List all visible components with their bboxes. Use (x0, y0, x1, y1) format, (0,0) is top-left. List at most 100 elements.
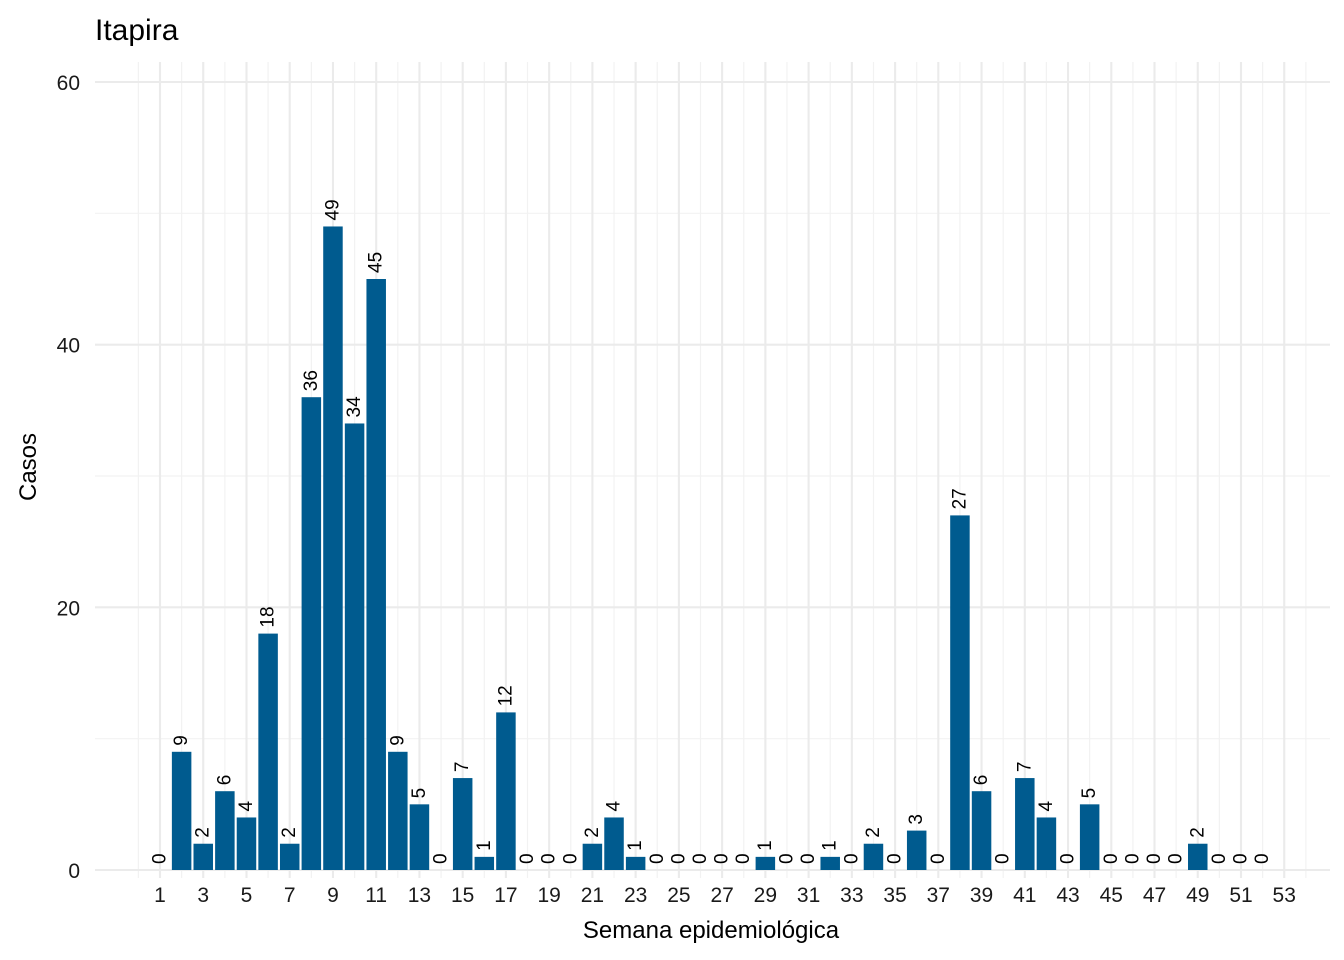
x-tick-label: 19 (537, 884, 560, 907)
x-tick-label: 13 (408, 884, 431, 907)
data-label-week-35: 0 (885, 853, 906, 864)
data-label-week-7: 2 (279, 827, 300, 838)
x-tick-label: 15 (451, 884, 474, 907)
bar-week-22 (604, 817, 624, 870)
gridlines (95, 62, 1330, 878)
data-label-week-11: 45 (366, 252, 387, 273)
x-tick-label: 23 (624, 884, 647, 907)
data-label-week-39: 6 (971, 775, 992, 786)
data-label-week-51: 0 (1231, 853, 1252, 864)
x-tick-label: 5 (241, 884, 253, 907)
bar-week-4 (215, 791, 235, 870)
x-tick-label: 21 (581, 884, 604, 907)
data-label-week-23: 1 (625, 840, 646, 851)
y-tick-label: 0 (68, 860, 80, 883)
data-label-week-6: 18 (258, 606, 279, 627)
data-label-week-25: 0 (668, 853, 689, 864)
data-label-week-32: 1 (820, 840, 841, 851)
data-label-week-16: 1 (474, 840, 495, 851)
data-label-week-34: 2 (863, 827, 884, 838)
x-tick-label: 17 (494, 884, 517, 907)
data-label-week-45: 0 (1101, 853, 1122, 864)
y-axis-ticks: 0 20 40 60 (57, 72, 80, 883)
data-label-week-44: 5 (1079, 788, 1100, 799)
bar-week-23 (625, 856, 646, 870)
data-label-week-42: 4 (1036, 800, 1057, 811)
bar-week-36 (906, 830, 927, 870)
bar-week-29 (755, 856, 776, 870)
x-tick-label: 7 (284, 884, 296, 907)
data-label-week-33: 0 (841, 853, 862, 864)
x-tick-label: 43 (1056, 884, 1079, 907)
data-label-week-20: 0 (560, 853, 581, 864)
bar-week-15 (452, 778, 473, 870)
data-label-week-3: 2 (193, 827, 214, 838)
data-label-week-18: 0 (517, 853, 538, 864)
chart-title: Itapira (95, 14, 179, 47)
bar-week-44 (1079, 804, 1100, 870)
bar-week-42 (1036, 817, 1057, 870)
bar-week-39 (971, 791, 992, 870)
data-label-week-13: 5 (409, 788, 430, 799)
bar-week-38 (950, 515, 970, 870)
data-label-week-48: 0 (1166, 853, 1187, 864)
x-tick-label: 51 (1229, 884, 1252, 907)
data-label-week-40: 0 (993, 853, 1014, 864)
x-tick-label: 37 (927, 884, 950, 907)
data-label-week-50: 0 (1209, 853, 1230, 864)
data-label-week-43: 0 (1058, 853, 1079, 864)
data-label-week-12: 9 (387, 735, 408, 746)
bar-week-34 (863, 843, 884, 870)
data-label-week-38: 27 (949, 488, 970, 509)
data-label-week-19: 0 (539, 853, 560, 864)
data-label-week-15: 7 (452, 761, 473, 772)
data-label-week-10: 34 (344, 396, 365, 418)
data-label-week-26: 0 (690, 853, 711, 864)
y-tick-label: 40 (57, 335, 80, 358)
data-label-week-41: 7 (1014, 761, 1035, 772)
bar-week-11 (366, 279, 386, 870)
y-tick-label: 20 (57, 597, 80, 620)
data-label-week-28: 0 (733, 853, 754, 864)
y-tick-label: 60 (57, 72, 80, 95)
bar-week-49 (1188, 843, 1208, 870)
x-axis-ticks: 1 3 5 7 9 11 13 15 17 19 21 23 25 27 29 31 33 35 37 39 41 43 4… (154, 884, 1296, 907)
bar-week-8 (301, 397, 322, 870)
x-tick-label: 25 (667, 884, 690, 907)
data-label-week-17: 12 (495, 685, 516, 706)
x-tick-label: 33 (840, 884, 863, 907)
data-label-week-21: 2 (582, 827, 603, 838)
data-label-week-2: 9 (171, 735, 192, 746)
data-label-week-29: 1 (755, 840, 776, 851)
data-label-week-49: 2 (1187, 827, 1208, 838)
x-axis-title: Semana epidemiológica (583, 917, 840, 944)
data-label-week-8: 36 (301, 370, 322, 391)
x-tick-label: 31 (797, 884, 820, 907)
data-label-week-22: 4 (604, 800, 625, 811)
bar-week-5 (236, 817, 257, 870)
data-label-week-27: 0 (712, 853, 733, 864)
data-label-week-1: 0 (150, 853, 171, 864)
bar-week-41 (1015, 778, 1035, 870)
data-label-week-37: 0 (928, 853, 949, 864)
x-tick-label: 35 (883, 884, 906, 907)
bar-week-7 (279, 843, 300, 870)
x-tick-label: 39 (970, 884, 993, 907)
bars (171, 226, 1208, 870)
bar-week-6 (258, 633, 278, 870)
data-label-week-31: 0 (798, 853, 819, 864)
data-label-week-36: 3 (906, 814, 927, 825)
x-tick-label: 29 (754, 884, 777, 907)
data-label-week-30: 0 (776, 853, 797, 864)
bar-week-2 (171, 751, 192, 870)
x-tick-label: 45 (1100, 884, 1123, 907)
bar-week-9 (323, 226, 343, 870)
bar-week-21 (582, 843, 603, 870)
x-tick-label: 49 (1186, 884, 1209, 907)
data-label-week-47: 0 (1144, 853, 1165, 864)
bar-week-12 (388, 751, 408, 870)
x-tick-label: 9 (327, 884, 339, 907)
bar-week-3 (193, 843, 213, 870)
bar-week-10 (344, 423, 365, 870)
